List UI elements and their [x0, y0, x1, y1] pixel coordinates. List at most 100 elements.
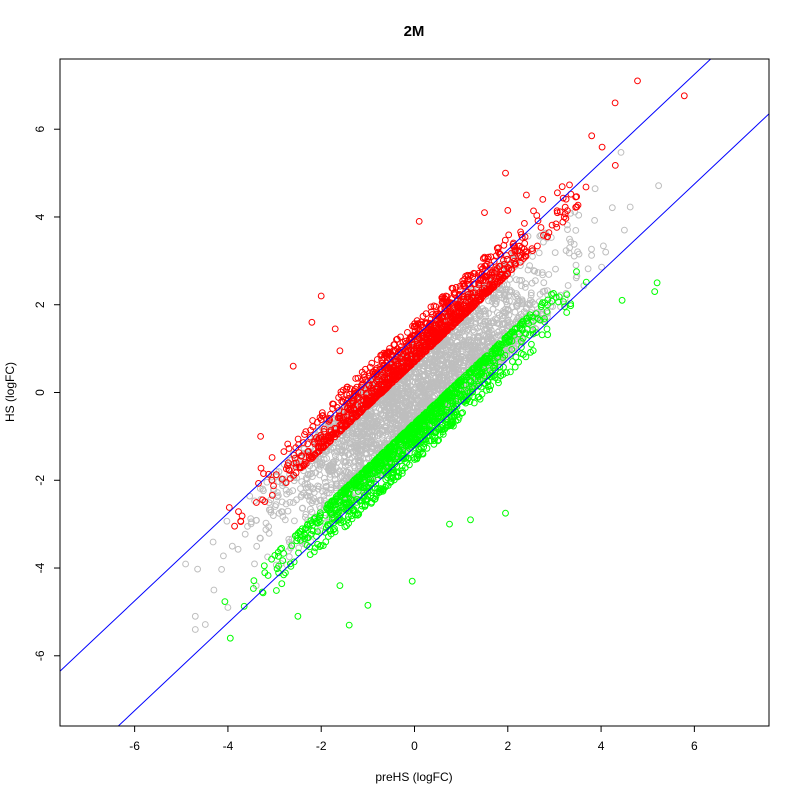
data-point — [553, 209, 561, 217]
data-point — [402, 398, 410, 406]
data-point — [358, 388, 365, 396]
data-point — [282, 500, 290, 508]
data-point — [337, 388, 345, 396]
data-point — [570, 240, 578, 248]
data-point — [385, 399, 393, 407]
data-point — [565, 249, 573, 257]
data-point — [563, 309, 571, 316]
data-point — [423, 327, 431, 334]
data-point — [482, 325, 490, 332]
data-point — [536, 232, 544, 240]
data-point — [533, 212, 541, 219]
data-point — [271, 503, 279, 510]
data-point — [353, 443, 361, 450]
data-point — [282, 569, 289, 577]
data-point — [476, 296, 484, 304]
data-point — [324, 434, 332, 442]
data-point — [318, 459, 326, 467]
data-point — [347, 405, 355, 413]
data-point — [486, 332, 494, 340]
data-point — [355, 465, 362, 473]
data-point — [470, 269, 478, 277]
data-point — [492, 252, 500, 260]
data-point — [410, 347, 418, 354]
data-point — [515, 242, 523, 250]
data-point — [540, 238, 547, 246]
data-point — [359, 432, 367, 439]
data-point — [470, 399, 478, 407]
data-point — [567, 238, 575, 246]
data-point — [301, 431, 308, 438]
data-point — [369, 431, 376, 439]
data-point — [298, 505, 306, 512]
data-point — [320, 428, 328, 435]
data-point — [402, 414, 410, 422]
data-point — [342, 422, 350, 430]
data-point — [468, 343, 476, 351]
data-point — [279, 557, 287, 564]
data-point — [479, 289, 486, 296]
data-point — [371, 433, 379, 441]
data-point — [387, 399, 395, 407]
data-point — [334, 508, 342, 516]
data-point — [322, 478, 329, 486]
data-point — [390, 371, 398, 379]
data-point — [495, 273, 503, 281]
data-point — [437, 321, 445, 328]
data-point — [518, 282, 525, 290]
data-point — [290, 471, 298, 479]
data-point — [485, 286, 493, 293]
data-point — [611, 162, 619, 169]
data-point — [337, 427, 344, 435]
data-point — [394, 421, 402, 429]
data-point — [368, 410, 376, 417]
data-point — [529, 298, 536, 306]
data-point — [462, 309, 470, 317]
data-point — [284, 507, 292, 515]
data-point — [285, 445, 293, 452]
data-point — [417, 384, 424, 392]
data-point — [374, 421, 382, 429]
data-point — [511, 247, 519, 255]
data-point — [537, 314, 545, 322]
data-point — [270, 482, 277, 490]
data-point — [414, 396, 422, 403]
data-point — [537, 303, 545, 311]
data-point — [534, 242, 541, 250]
data-point — [244, 523, 251, 530]
data-point — [307, 426, 315, 434]
data-point — [404, 353, 411, 361]
data-point — [309, 417, 317, 424]
data-point — [443, 353, 451, 361]
data-point — [307, 483, 315, 491]
data-point — [462, 357, 470, 365]
data-point — [378, 399, 386, 406]
data-point — [545, 229, 553, 237]
data-point — [479, 255, 487, 262]
data-point — [487, 382, 495, 390]
data-point — [284, 462, 291, 470]
data-point — [296, 464, 304, 471]
data-point — [390, 341, 398, 349]
data-point — [485, 288, 493, 296]
data-point — [273, 587, 280, 594]
data-point — [306, 433, 314, 441]
data-point — [406, 461, 413, 469]
data-point — [366, 439, 374, 447]
data-point — [464, 277, 472, 284]
data-point — [430, 380, 437, 388]
data-point — [285, 553, 293, 561]
data-point — [477, 263, 485, 271]
data-point — [367, 398, 375, 406]
data-point — [448, 365, 456, 372]
data-point — [498, 286, 505, 294]
data-point — [491, 280, 498, 288]
data-point — [512, 293, 519, 301]
data-point — [469, 393, 477, 401]
data-point — [316, 427, 324, 434]
data-point — [460, 311, 468, 318]
data-point — [268, 454, 276, 461]
data-point — [460, 362, 467, 370]
data-point — [359, 425, 367, 432]
data-point — [458, 350, 466, 358]
